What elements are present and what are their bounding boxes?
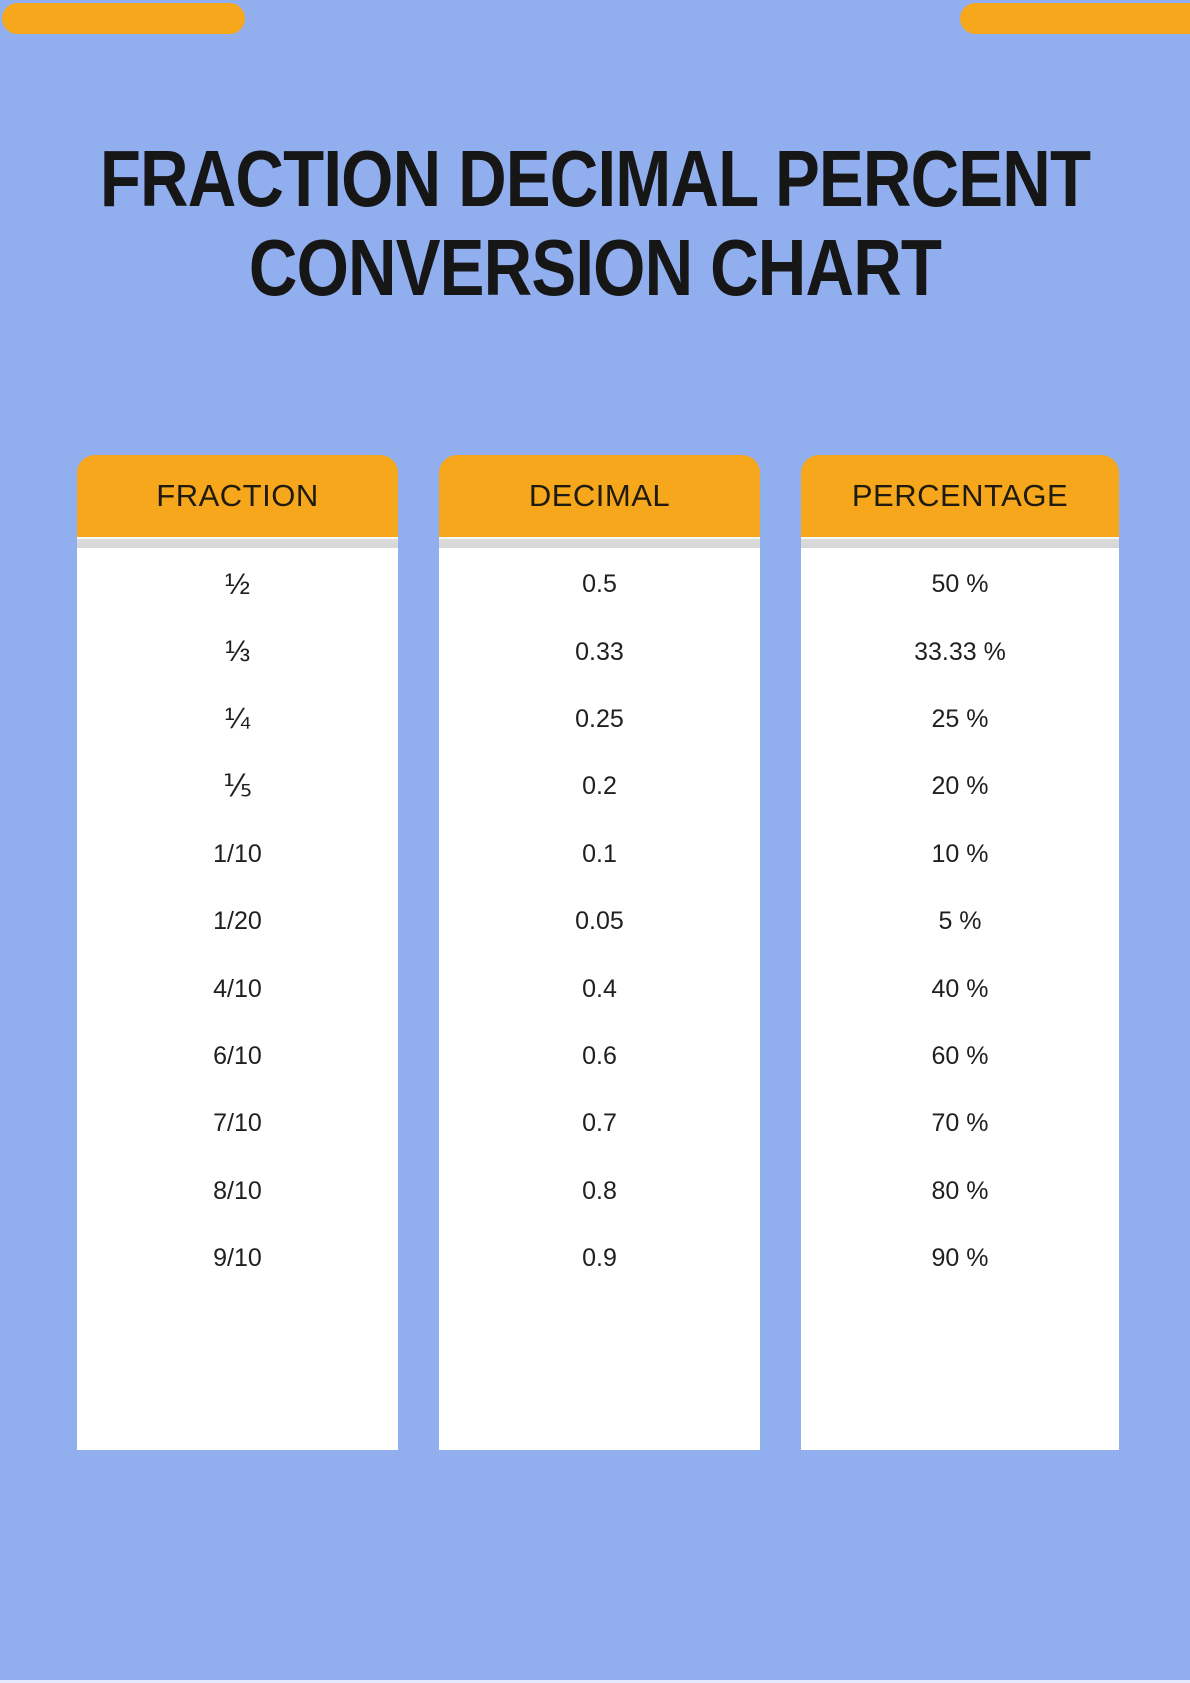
table-cell: 20 % [931,772,989,801]
column-body-fraction: ½ ⅓ ¼ ⅕ 1/10 1/20 4/10 6/10 7/10 8/10 9/10 [77,548,398,1450]
table-cell: 80 % [931,1176,989,1205]
title-line-1: FRACTION DECIMAL PERCENT [99,134,1091,223]
page-title: FRACTION DECIMAL PERCENT CONVERSION CHAR… [0,134,1190,312]
column-body-decimal: 0.5 0.33 0.25 0.2 0.1 0.05 0.4 0.6 0.7 0.8 0.9 [439,548,760,1450]
table-cell: 1/20 [213,907,262,936]
table-cell: 0.8 [582,1176,617,1205]
table-cell: 8/10 [213,1176,262,1205]
table-cell: 5 % [938,907,982,936]
table-cell: 0.7 [582,1109,617,1138]
table-cell: 4/10 [213,974,262,1003]
table-cell: ⅕ [222,770,253,804]
bottom-edge-strip [0,1680,1190,1683]
column-percentage: PERCENTAGE 50 % 33.33 % 25 % 20 % 10 % 5 % 40 … [801,455,1119,1450]
table-cell: 60 % [931,1041,989,1070]
column-header-percentage: PERCENTAGE [801,455,1119,537]
table-cell: ⅓ [224,635,251,669]
table-cell: ¼ [224,702,251,736]
table-cell: 0.6 [582,1041,617,1070]
header-shadow [77,537,398,548]
title-line-2: CONVERSION CHART [248,223,942,312]
table-cell: 6/10 [213,1041,262,1070]
column-header-label: FRACTION [156,478,319,513]
table-cell: 90 % [931,1244,989,1273]
table-cell: 50 % [931,570,989,599]
table-cell: 0.1 [582,839,617,868]
table-cell: 0.05 [575,907,624,936]
top-left-accent-bar [2,3,245,34]
header-shadow [439,537,760,548]
column-header-fraction: FRACTION [77,455,398,537]
table-cell: 9/10 [213,1244,262,1273]
table-cell: 33.33 % [914,637,1006,666]
column-header-decimal: DECIMAL [439,455,760,537]
column-body-percentage: 50 % 33.33 % 25 % 20 % 10 % 5 % 40 % 60 % 70 % 80… [801,548,1119,1450]
top-right-accent-bar [960,3,1190,34]
table-cell: 0.2 [582,772,617,801]
header-shadow [801,537,1119,548]
table-cell: 10 % [931,839,989,868]
table-cell: 0.5 [582,570,617,599]
table-cell: ½ [224,567,251,601]
table-cell: 25 % [931,704,989,733]
table-cell: 0.4 [582,974,617,1003]
table-cell: 0.33 [575,637,624,666]
table-cell: 40 % [931,974,989,1003]
column-fraction: FRACTION ½ ⅓ ¼ ⅕ 1/10 1/20 4/10 6/10 7/10 8/10 9/1… [77,455,398,1450]
table-cell: 1/10 [213,839,262,868]
column-header-label: DECIMAL [528,478,671,513]
conversion-table: FRACTION ½ ⅓ ¼ ⅕ 1/10 1/20 4/10 6/10 7/10 8/10 9/1… [77,455,1119,1450]
table-cell: 70 % [931,1109,989,1138]
column-decimal: DECIMAL 0.5 0.33 0.25 0.2 0.1 0.05 0.4 0.6 0.7 0.… [439,455,760,1450]
column-header-label: PERCENTAGE [851,478,1069,513]
table-cell: 0.25 [575,704,624,733]
table-cell: 7/10 [213,1109,262,1138]
table-cell: 0.9 [582,1244,617,1273]
